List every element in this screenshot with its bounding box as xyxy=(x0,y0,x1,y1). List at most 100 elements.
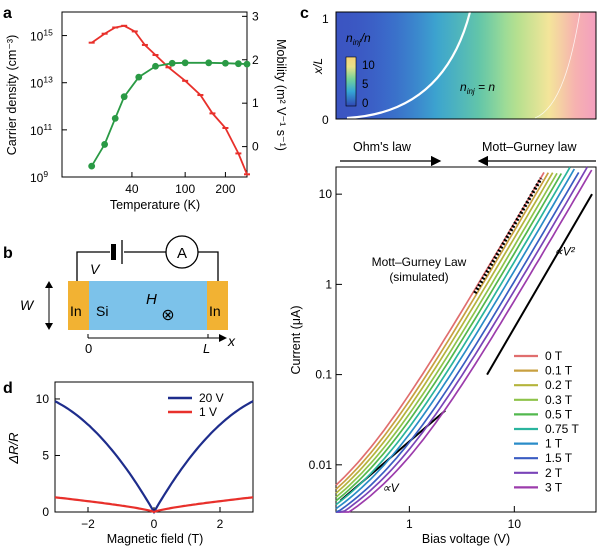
iv-legend-label: 0.3 T xyxy=(545,393,573,407)
mr-ytick-label: 10 xyxy=(36,392,50,406)
mr-xtick-label: 2 xyxy=(217,517,224,531)
iv-ylabel: Current (μA) xyxy=(289,305,303,374)
panel-a-xtick-label: 40 xyxy=(125,182,139,196)
colorbar xyxy=(345,56,357,107)
iv-curve xyxy=(335,172,554,494)
circuit-wire-left xyxy=(76,251,110,281)
iv-ytick-label: 10 xyxy=(319,187,333,201)
panel-a-xlabel: Temperature (K) xyxy=(110,198,200,212)
mr-xtick-label: 0 xyxy=(151,517,158,531)
mott-gurney-sim-label-2: (simulated) xyxy=(389,270,448,284)
colorbar-tick-10: 10 xyxy=(362,60,375,72)
panel-a-point xyxy=(152,62,159,70)
panel-a-chart: 40 100 200 109 1011 1013 1015 0 1 2 3 Temperature … xyxy=(5,9,288,212)
iv-legend-label: 1 T xyxy=(545,437,563,451)
panel-a-ytick-right-label: 0 xyxy=(252,140,259,154)
ammeter-label: A xyxy=(177,245,187,262)
panel-a-ytick-left-label: 1011 xyxy=(30,122,52,138)
iv-ytick-label: 1 xyxy=(325,277,332,291)
heatmap-fade xyxy=(336,12,596,119)
colorbar-tick-0: 0 xyxy=(362,98,368,110)
mr-ylabel: ΔR/R xyxy=(6,432,21,464)
ammeter-icon xyxy=(165,235,199,269)
panel-a-ytick-right-label: 2 xyxy=(252,53,259,67)
panel-label-b: b xyxy=(3,245,13,262)
panel-a-point xyxy=(234,60,242,68)
iv-legend-label: 0.2 T xyxy=(545,378,573,392)
width-arrow-head-top xyxy=(45,281,53,288)
iv-chart-frame xyxy=(335,166,597,513)
iv-curve xyxy=(335,168,576,510)
mr-ytick-label: 0 xyxy=(42,505,49,519)
iv-legend-label: 0.75 T xyxy=(545,422,579,436)
position-axis-label: x xyxy=(227,333,236,349)
iv-ytick-label: 0.1 xyxy=(315,368,332,382)
panel-a-point xyxy=(205,59,213,67)
panel-a-ytick-left-label: 1015 xyxy=(30,28,53,44)
panel-a-point xyxy=(243,60,251,68)
panel-a-ytick-right-label: 3 xyxy=(252,9,259,23)
mr-xlabel: Magnetic field (T) xyxy=(107,532,204,546)
contact-left xyxy=(68,281,89,330)
mott-gurney-sim-label-1: Mott–Gurney Law xyxy=(372,255,467,269)
field-direction-icon: ⊗ xyxy=(161,307,174,324)
ohms-law-label: Ohm's law xyxy=(353,140,412,154)
mott-gurney-sim-line xyxy=(473,177,543,294)
iv-xlabel: Bias voltage (V) xyxy=(422,532,510,546)
voltage-label: V xyxy=(90,261,101,277)
panel-a-xtick-label: 200 xyxy=(215,182,235,196)
panel-a-ytick-left-label: 1013 xyxy=(30,75,53,91)
contact-right xyxy=(207,281,228,330)
mr-xtick-label: −2 xyxy=(81,517,95,531)
mr-ytick-label: 5 xyxy=(42,448,49,462)
iv-guide-label-linear: ∝V xyxy=(382,481,400,495)
channel-label: Si xyxy=(96,303,108,319)
panel-a-point xyxy=(222,59,229,67)
panel-a-xtick-label: 100 xyxy=(175,182,195,196)
iv-ytick-label: 0.01 xyxy=(309,458,333,472)
iv-xtick-label: 1 xyxy=(406,517,413,531)
circuit-wire-right xyxy=(198,251,219,281)
mr-legend-label: 20 V xyxy=(199,391,224,405)
device-schematic: V A In In Si H ⊗ W 0 L x xyxy=(20,235,236,356)
contact-right-label: In xyxy=(209,303,221,319)
iv-curve xyxy=(335,171,545,486)
contour-label: ninj = n xyxy=(460,80,495,96)
panel-a-point xyxy=(101,141,109,148)
width-label: W xyxy=(20,297,35,313)
mr-legend-label: 1 V xyxy=(199,405,217,419)
battery-icon xyxy=(111,244,116,260)
heatmap-frame xyxy=(335,11,597,120)
mr-series-line xyxy=(54,496,254,514)
panel-a-point xyxy=(120,93,128,101)
iv-curve xyxy=(335,172,558,498)
panel-a-point xyxy=(135,73,143,81)
heatmap-ytick-1: 1 xyxy=(322,12,329,26)
panel-a-series-line xyxy=(91,24,248,175)
magnetoresistance-chart: −2 0 2 0 5 10 20 V1 V Magnetic field (T) ΔR/R xyxy=(6,381,254,546)
heatmap-ytick-0: 0 xyxy=(322,113,329,127)
iv-curve xyxy=(335,172,550,490)
panel-a-ylabel-left: Carrier density (cm⁻³) xyxy=(5,35,19,156)
panel-a-series-line xyxy=(90,61,248,167)
heatmap-contour xyxy=(346,11,472,120)
iv-curve xyxy=(335,173,563,502)
iv-guide-line xyxy=(486,193,593,376)
heatmap-ylabel: x/L xyxy=(311,58,325,75)
panel-label-d: d xyxy=(3,380,13,397)
contact-left-label: In xyxy=(70,303,82,319)
iv-legend-label: 1.5 T xyxy=(545,451,573,465)
panel-a-point xyxy=(111,114,119,122)
iv-legend-label: 0.1 T xyxy=(545,364,573,378)
colorbar-title: ninj/n xyxy=(346,31,371,47)
iv-curve xyxy=(335,166,571,506)
iv-xtick-label: 10 xyxy=(508,517,522,531)
panel-a-ytick-right-label: 1 xyxy=(252,96,259,110)
iv-curve xyxy=(336,166,589,513)
mott-gurney-label: Mott–Gurney law xyxy=(482,140,577,154)
mr-series-line xyxy=(54,400,254,515)
iv-guide-label-quadratic: ∝V² xyxy=(554,244,576,258)
iv-legend-label: 2 T xyxy=(545,466,563,480)
silicon-channel xyxy=(88,281,208,330)
